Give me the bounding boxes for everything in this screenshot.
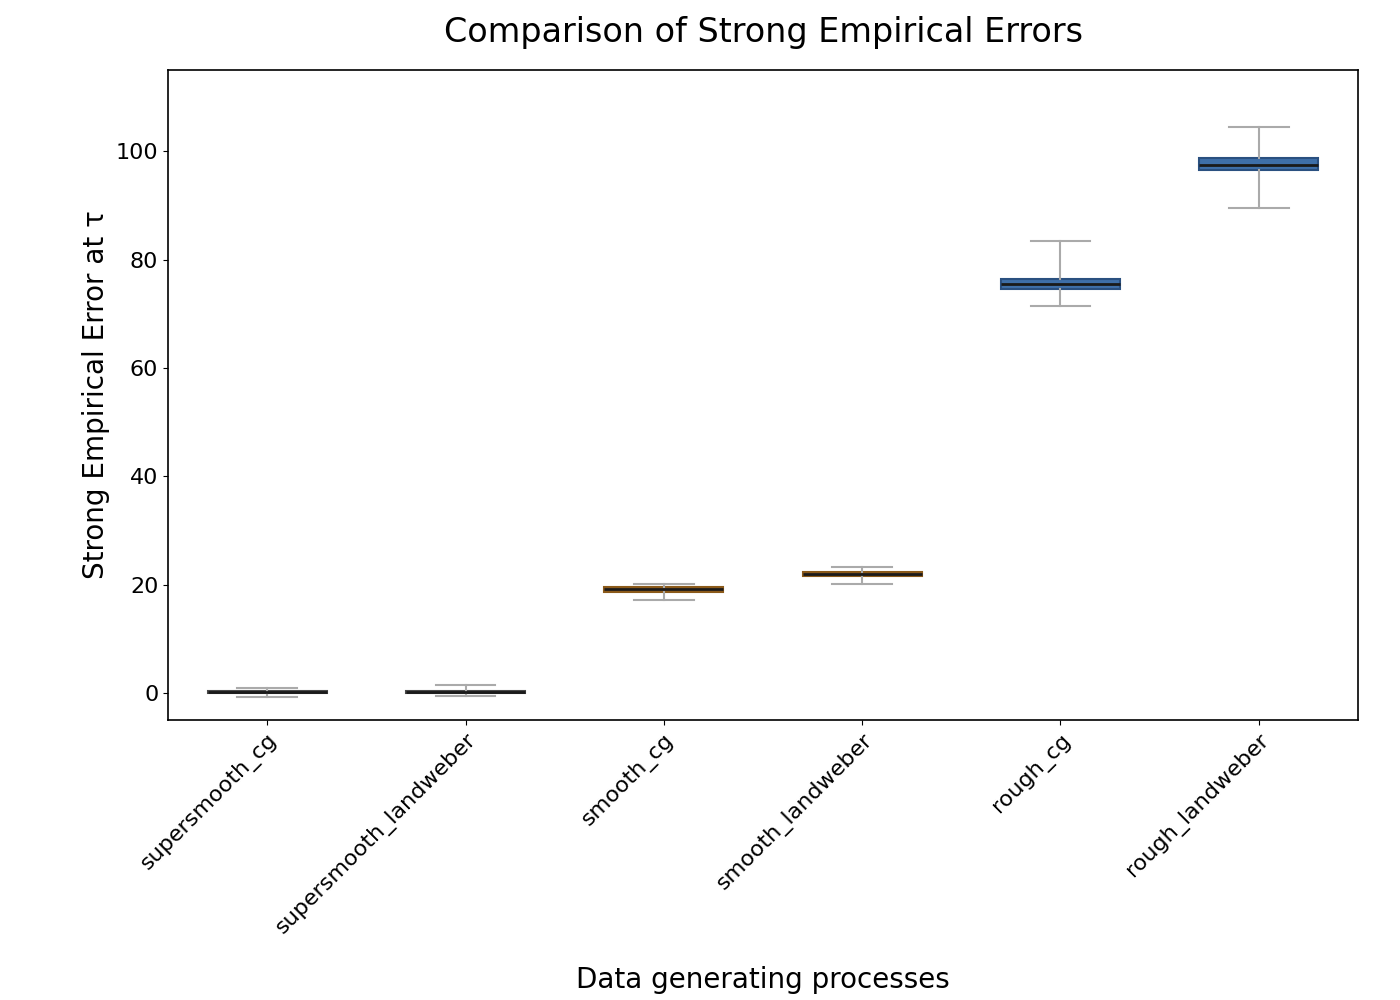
PathPatch shape xyxy=(207,691,326,693)
PathPatch shape xyxy=(406,691,525,693)
Title: Comparison of Strong Empirical Errors: Comparison of Strong Empirical Errors xyxy=(444,16,1082,49)
PathPatch shape xyxy=(605,587,724,592)
Y-axis label: Strong Empirical Error at τ: Strong Empirical Error at τ xyxy=(83,211,111,579)
X-axis label: Data generating processes: Data generating processes xyxy=(577,966,949,994)
PathPatch shape xyxy=(802,572,921,576)
PathPatch shape xyxy=(1001,279,1120,289)
PathPatch shape xyxy=(1200,158,1319,170)
